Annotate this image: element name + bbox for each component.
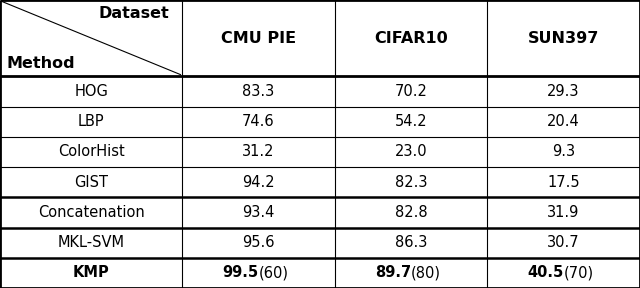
- Text: 74.6: 74.6: [243, 114, 275, 129]
- Text: (60): (60): [259, 265, 289, 281]
- Text: 99.5: 99.5: [223, 265, 259, 281]
- Text: 82.8: 82.8: [395, 205, 427, 220]
- Text: 89.7: 89.7: [375, 265, 411, 281]
- Text: 9.3: 9.3: [552, 144, 575, 160]
- Text: 70.2: 70.2: [394, 84, 428, 99]
- Text: CMU PIE: CMU PIE: [221, 31, 296, 46]
- Text: GIST: GIST: [74, 175, 108, 190]
- Text: LBP: LBP: [78, 114, 104, 129]
- Text: 82.3: 82.3: [395, 175, 427, 190]
- Text: 17.5: 17.5: [547, 175, 580, 190]
- Text: Concatenation: Concatenation: [38, 205, 145, 220]
- Text: 30.7: 30.7: [547, 235, 580, 250]
- Text: 31.9: 31.9: [547, 205, 580, 220]
- Text: (80): (80): [411, 265, 441, 281]
- Text: 40.5: 40.5: [527, 265, 563, 281]
- Text: 93.4: 93.4: [243, 205, 275, 220]
- Text: 29.3: 29.3: [547, 84, 580, 99]
- Text: 40.5(70): 40.5(70): [532, 265, 595, 281]
- Text: 86.3: 86.3: [395, 235, 427, 250]
- Text: ColorHist: ColorHist: [58, 144, 125, 160]
- Text: Dataset: Dataset: [99, 6, 170, 21]
- Text: 95.6: 95.6: [243, 235, 275, 250]
- Text: 31.2: 31.2: [243, 144, 275, 160]
- Text: 99.5(60): 99.5(60): [227, 265, 290, 281]
- Text: 89.7(80): 89.7(80): [380, 265, 442, 281]
- Text: SUN397: SUN397: [528, 31, 599, 46]
- Text: Method: Method: [6, 56, 75, 71]
- Text: 20.4: 20.4: [547, 114, 580, 129]
- Text: HOG: HOG: [74, 84, 108, 99]
- Text: KMP: KMP: [73, 265, 109, 281]
- Text: CIFAR10: CIFAR10: [374, 31, 448, 46]
- Text: 94.2: 94.2: [243, 175, 275, 190]
- Text: MKL-SVM: MKL-SVM: [58, 235, 125, 250]
- Text: 54.2: 54.2: [395, 114, 427, 129]
- Text: 23.0: 23.0: [395, 144, 427, 160]
- Text: 83.3: 83.3: [243, 84, 275, 99]
- Text: (70): (70): [563, 265, 594, 281]
